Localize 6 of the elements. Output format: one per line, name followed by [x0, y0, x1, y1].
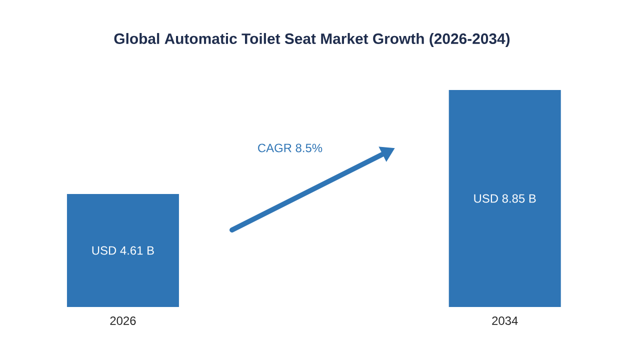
x-tick-label: 2026: [110, 316, 136, 325]
x-tick-label: 2034: [492, 316, 518, 325]
data-label: USD 8.85 B: [474, 194, 536, 203]
chart-title: Global Automatic Toilet Seat Market Growth (2026-2034): [114, 33, 510, 47]
annotation: CAGR 8.5%: [258, 144, 322, 152]
data-label: USD 4.61 B: [92, 246, 154, 255]
